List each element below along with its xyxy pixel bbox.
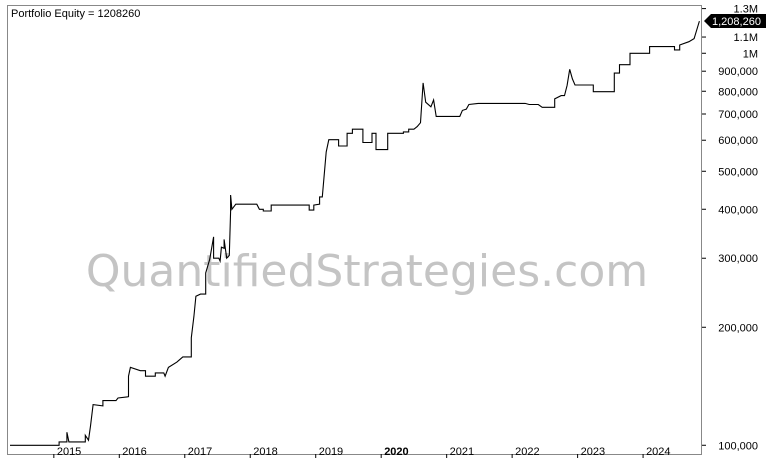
y-tick-label: 700,000 bbox=[718, 109, 758, 121]
x-axis: 2015 2016 2017 2018 2019 2020 2021 2022 2023 2024 bbox=[53, 446, 671, 458]
x-tick-label: 2017 bbox=[188, 446, 212, 458]
y-tick-label: 200,000 bbox=[718, 322, 758, 334]
chart-title: Portfolio Equity = 1208260 bbox=[11, 8, 140, 20]
y-tick-label: 1M bbox=[743, 48, 758, 60]
y-tick-label: 300,000 bbox=[718, 253, 758, 265]
y-tick-label: 800,000 bbox=[718, 86, 758, 98]
x-tick-label: 2022 bbox=[515, 446, 539, 458]
plot-frame bbox=[7, 5, 702, 455]
y-tick-label: 900,000 bbox=[718, 66, 758, 78]
x-tick-label: 2020 bbox=[384, 446, 408, 458]
x-tick-label: 2018 bbox=[253, 446, 277, 458]
y-tick-label: 600,000 bbox=[718, 135, 758, 147]
y-tick-label: 1.1M bbox=[734, 32, 758, 44]
y-tick-label: 400,000 bbox=[718, 204, 758, 216]
x-tick-label: 2016 bbox=[122, 446, 146, 458]
last-value-label: 1,208,260 bbox=[712, 16, 761, 28]
last-value-marker: 1,208,260 bbox=[704, 14, 766, 29]
y-tick-label: 500,000 bbox=[718, 166, 758, 178]
y-axis: 1.3M 1.1M 1M 900,000 800,000 700,000 600,000 50… bbox=[702, 4, 758, 452]
y-tick-label: 100,000 bbox=[718, 440, 758, 452]
last-value-tag-shape bbox=[704, 14, 766, 29]
y-tick-label: 1.3M bbox=[734, 4, 758, 16]
watermark-text: QuantifiedStrategies.com bbox=[86, 246, 648, 297]
equity-series-line bbox=[10, 20, 700, 446]
x-tick-label: 2021 bbox=[450, 446, 474, 458]
x-tick-label: 2023 bbox=[581, 446, 605, 458]
x-tick-label: 2015 bbox=[57, 446, 81, 458]
x-tick-label: 2019 bbox=[319, 446, 343, 458]
x-tick-label: 2024 bbox=[646, 446, 670, 458]
